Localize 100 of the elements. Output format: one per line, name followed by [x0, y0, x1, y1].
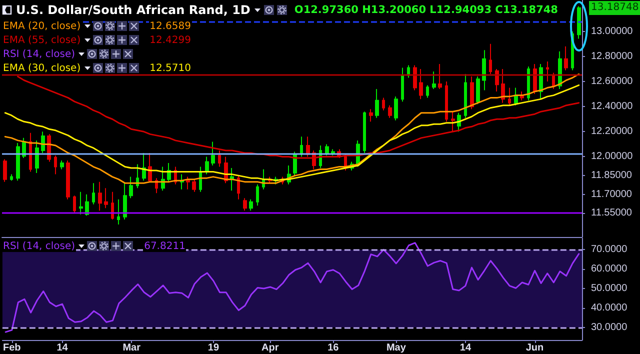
- candlestick: [533, 63, 537, 95]
- annotation: 12.4299: [148, 34, 192, 46]
- candlestick: [464, 73, 467, 118]
- candlestick: [564, 46, 568, 71]
- x-tick-label: 19: [208, 342, 220, 354]
- candlestick: [407, 64, 410, 78]
- chart-title: U.S. Dollar/South African Rand, 1D: [15, 3, 252, 17]
- y-tick-label: 13.00000: [591, 26, 634, 37]
- y-tick-label: 30.0000: [591, 322, 628, 333]
- candlestick: [148, 152, 152, 182]
- candlestick: [92, 182, 95, 205]
- y-tick-label: 12.00000: [591, 151, 634, 162]
- candlestick: [117, 198, 120, 225]
- candlestick: [577, 6, 581, 40]
- candlestick: [111, 191, 114, 220]
- candlestick: [243, 198, 247, 212]
- candlestick: [54, 154, 57, 175]
- candlestick: [546, 60, 549, 82]
- candlestick: [489, 43, 492, 74]
- x-tick-label: 14: [56, 342, 68, 354]
- candlestick: [501, 68, 505, 104]
- line-series: [17, 76, 580, 159]
- candlestick: [401, 67, 404, 102]
- y-tick-label: 11.55000: [591, 208, 632, 219]
- candlestick: [199, 166, 202, 192]
- x-tick-label: Mar: [122, 342, 141, 354]
- candlestick: [514, 87, 518, 106]
- candlestick: [470, 76, 474, 110]
- candlestick: [230, 168, 234, 192]
- candlestick: [85, 194, 89, 216]
- text: RSI (14, close): [3, 48, 76, 60]
- candlestick: [432, 70, 436, 90]
- y-tick-label: 12.20000: [591, 126, 634, 138]
- candlestick: [205, 156, 209, 175]
- candlestick: [41, 131, 45, 154]
- candlestick: [104, 188, 108, 209]
- candlestick: [508, 87, 511, 106]
- candlestick: [79, 191, 83, 215]
- candlestick: [129, 176, 133, 199]
- candlestick: [142, 152, 146, 182]
- y-tick-label: 50.0000: [591, 283, 628, 294]
- candlestick: [419, 68, 423, 100]
- candlestick: [16, 142, 20, 182]
- candlestick: [3, 158, 7, 182]
- candlestick: [123, 182, 127, 220]
- candlestick: [413, 64, 417, 91]
- candlestick: [66, 160, 70, 200]
- candlestick: [35, 140, 39, 174]
- text: RSI (14, close): [2, 240, 76, 252]
- candlestick: [394, 96, 398, 121]
- x-tick-label: Apr: [262, 342, 279, 354]
- y-tick-label: 12.80000: [591, 50, 634, 62]
- candlestick: [369, 108, 373, 122]
- candlestick: [211, 141, 215, 166]
- annotation: 67.8211: [143, 240, 186, 252]
- x-tick-label: May: [386, 342, 406, 354]
- candlestick: [218, 150, 221, 168]
- candlestick: [300, 136, 303, 158]
- chart-subtitle: O12.97360 H13.20060 L12.94093 C13.18748: [293, 4, 559, 16]
- y-tick-label: 11.70000: [591, 188, 632, 200]
- candlestick: [482, 50, 486, 91]
- candlestick: [451, 111, 455, 132]
- candlestick: [325, 144, 329, 156]
- annotation: 12.5710: [148, 62, 192, 74]
- x-tick-label: Feb: [2, 342, 21, 354]
- candlestick: [438, 63, 442, 90]
- y-tick-label: 12.60000: [591, 76, 634, 88]
- y-tick-label: 40.0000: [591, 302, 628, 314]
- candlestick: [388, 104, 392, 118]
- candlestick: [382, 97, 385, 111]
- text: EMA (30, close): [2, 62, 82, 74]
- candlestick: [306, 136, 310, 158]
- candlestick: [495, 68, 499, 92]
- text: EMA (20, close): [2, 20, 82, 32]
- candlestick: [375, 88, 379, 118]
- candlestick: [98, 181, 102, 212]
- candlestick: [256, 184, 259, 206]
- y-tick-label: 11.85000: [591, 170, 632, 182]
- candlestick: [249, 198, 253, 212]
- candlestick: [186, 176, 190, 190]
- y-tick-label: 70.0000: [591, 244, 628, 256]
- candlestick: [476, 76, 480, 105]
- text: EMA (55, close): [2, 34, 82, 46]
- x-tick-label: 16: [328, 342, 340, 354]
- y-tick-label: 60.0000: [591, 264, 628, 275]
- text: 13.18748: [589, 0, 640, 15]
- x-tick-label: Jun: [526, 342, 544, 354]
- candlestick: [73, 195, 76, 214]
- candlestick: [363, 111, 366, 154]
- candlestick: [192, 178, 196, 192]
- candlestick: [10, 174, 13, 182]
- candlestick: [237, 175, 240, 200]
- candlestick: [426, 84, 429, 98]
- candlestick: [445, 81, 448, 122]
- x-tick-label: 14: [460, 342, 472, 354]
- candlestick: [527, 66, 530, 101]
- candlestick: [331, 148, 335, 156]
- annotation: 12.6589: [148, 20, 192, 32]
- candlestick: [60, 160, 64, 170]
- y-tick-label: 12.40000: [591, 101, 634, 112]
